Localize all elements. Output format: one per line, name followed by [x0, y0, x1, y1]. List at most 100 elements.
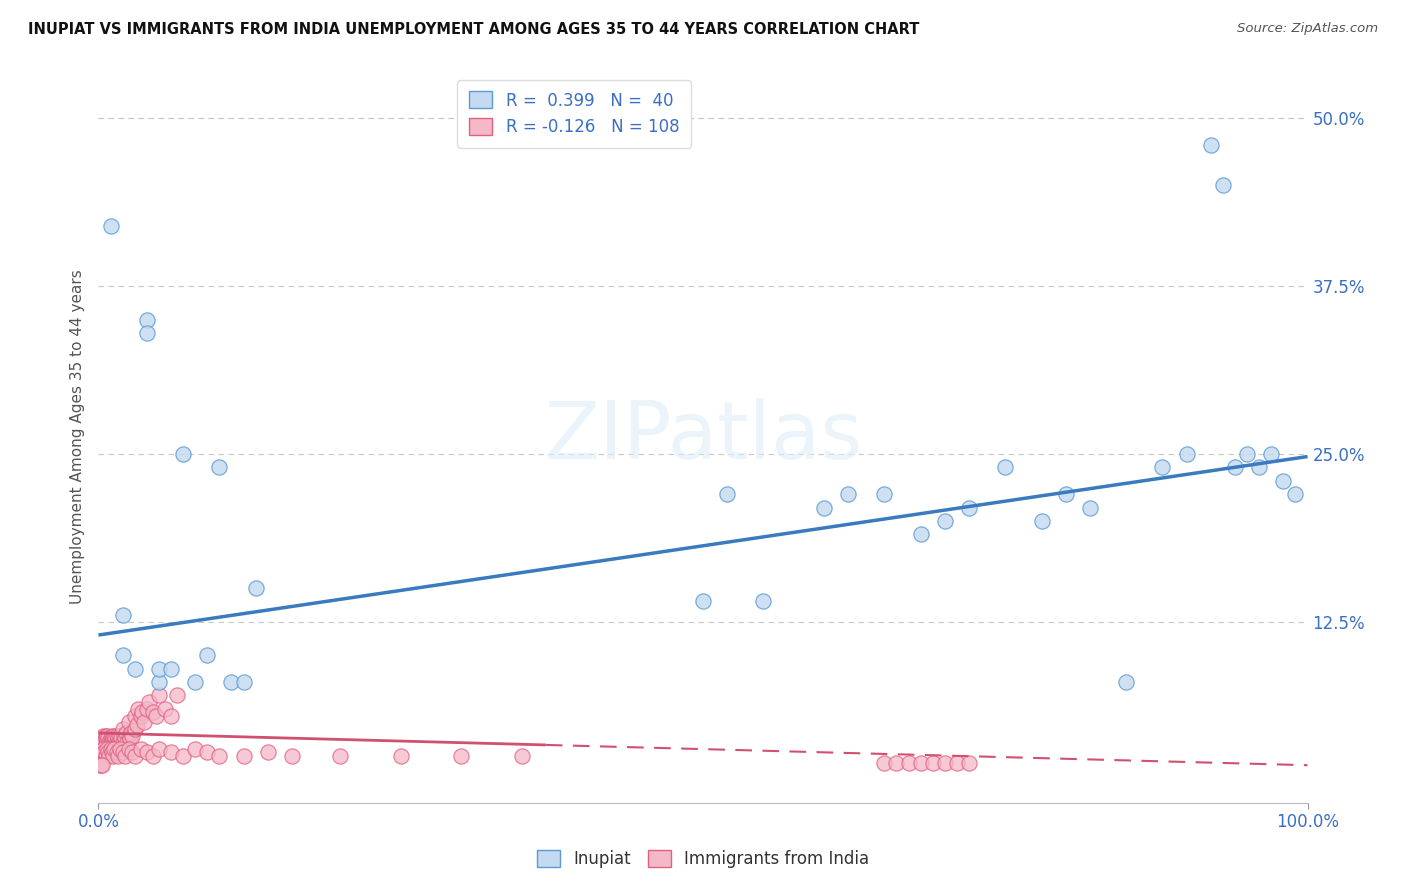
Point: [108, 735, 131, 749]
Point: [138, 695, 160, 709]
Point: [98, 735, 121, 749]
Point: [910, 527, 932, 541]
Point: [91, 735, 114, 749]
Point: [1078, 500, 1101, 515]
Point: [245, 581, 267, 595]
Point: [93, 745, 115, 759]
Point: [108, 742, 131, 756]
Point: [90, 731, 112, 746]
Point: [910, 756, 932, 770]
Point: [98, 748, 121, 763]
Point: [184, 675, 207, 690]
Point: [135, 326, 157, 340]
Point: [104, 731, 127, 746]
Point: [148, 742, 170, 756]
Point: [94, 748, 117, 763]
Point: [886, 756, 908, 770]
Point: [105, 735, 128, 749]
Point: [172, 447, 194, 461]
Point: [101, 739, 124, 754]
Point: [153, 702, 176, 716]
Point: [124, 708, 146, 723]
Point: [111, 607, 134, 622]
Point: [1249, 460, 1271, 475]
Point: [111, 745, 134, 759]
Point: [101, 748, 124, 763]
Point: [89, 758, 111, 772]
Point: [91, 729, 114, 743]
Point: [1031, 514, 1053, 528]
Point: [121, 729, 143, 743]
Point: [98, 739, 121, 754]
Point: [716, 487, 738, 501]
Point: [101, 731, 124, 746]
Point: [112, 729, 135, 743]
Point: [108, 729, 131, 743]
Point: [111, 735, 134, 749]
Point: [89, 748, 111, 763]
Point: [195, 648, 218, 662]
Text: ZIPatlas: ZIPatlas: [544, 398, 862, 476]
Point: [100, 729, 122, 743]
Point: [117, 735, 139, 749]
Point: [813, 500, 835, 515]
Point: [97, 731, 120, 746]
Point: [897, 756, 920, 770]
Point: [96, 729, 118, 743]
Point: [1236, 447, 1258, 461]
Point: [134, 715, 156, 730]
Point: [100, 742, 122, 756]
Point: [100, 219, 122, 233]
Point: [1199, 138, 1222, 153]
Point: [124, 662, 146, 676]
Y-axis label: Unemployment Among Ages 35 to 44 years: Unemployment Among Ages 35 to 44 years: [69, 269, 84, 605]
Point: [103, 742, 125, 756]
Point: [142, 748, 165, 763]
Point: [105, 745, 128, 759]
Point: [114, 748, 136, 763]
Point: [129, 742, 152, 756]
Point: [450, 748, 472, 763]
Point: [946, 756, 969, 770]
Point: [96, 735, 118, 749]
Point: [692, 594, 714, 608]
Point: [195, 745, 218, 759]
Point: [111, 722, 134, 736]
Legend: R =  0.399   N =  40, R = -0.126   N = 108: R = 0.399 N = 40, R = -0.126 N = 108: [457, 79, 690, 148]
Point: [329, 748, 352, 763]
Point: [1272, 474, 1295, 488]
Point: [91, 742, 114, 756]
Text: Source: ZipAtlas.com: Source: ZipAtlas.com: [1237, 22, 1378, 36]
Point: [118, 742, 141, 756]
Point: [131, 705, 153, 719]
Point: [100, 731, 122, 746]
Point: [166, 689, 188, 703]
Legend: Inupiat, Immigrants from India: Inupiat, Immigrants from India: [530, 843, 876, 875]
Point: [91, 748, 114, 763]
Point: [172, 748, 194, 763]
Point: [934, 514, 956, 528]
Point: [104, 739, 127, 754]
Point: [837, 487, 859, 501]
Point: [184, 742, 207, 756]
Point: [135, 745, 157, 759]
Point: [1260, 447, 1282, 461]
Point: [142, 705, 165, 719]
Point: [91, 758, 114, 772]
Point: [100, 735, 122, 749]
Point: [93, 735, 115, 749]
Point: [118, 731, 141, 746]
Point: [97, 745, 120, 759]
Point: [89, 735, 111, 749]
Point: [105, 729, 128, 743]
Point: [232, 675, 254, 690]
Point: [100, 735, 122, 749]
Point: [96, 742, 118, 756]
Point: [107, 739, 129, 754]
Point: [121, 745, 143, 759]
Point: [97, 739, 120, 754]
Point: [100, 745, 122, 759]
Point: [90, 742, 112, 756]
Text: INUPIAT VS IMMIGRANTS FROM INDIA UNEMPLOYMENT AMONG AGES 35 TO 44 YEARS CORRELAT: INUPIAT VS IMMIGRANTS FROM INDIA UNEMPLO…: [28, 22, 920, 37]
Point: [107, 748, 129, 763]
